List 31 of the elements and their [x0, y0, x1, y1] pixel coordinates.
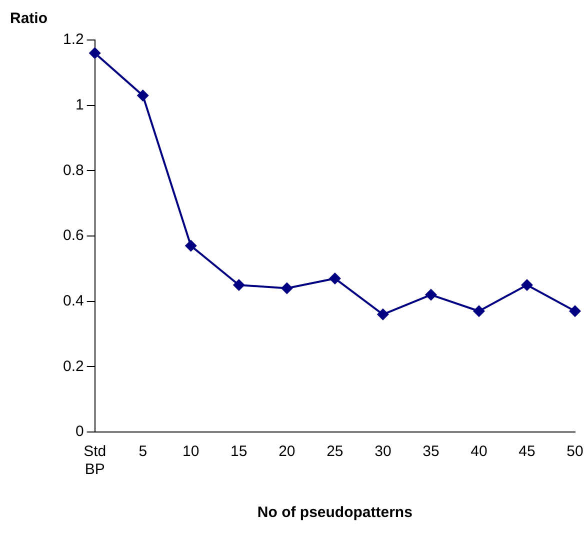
point — [328, 272, 341, 284]
x-axis-title: No of pseudopatterns — [257, 504, 412, 522]
y-tick-label: 1 — [76, 96, 84, 114]
y-tick-label: 0.8 — [62, 162, 84, 179]
x-tick-label: 15 — [230, 443, 248, 460]
point — [280, 282, 293, 294]
y-tick-label: 0 — [76, 423, 84, 440]
x-tick-label: 10 — [182, 443, 200, 460]
point — [472, 305, 485, 318]
x-tick-label: 40 — [470, 443, 488, 460]
point — [232, 279, 245, 291]
point — [136, 90, 149, 102]
x-tick-label: 50 — [566, 443, 584, 460]
point — [88, 47, 101, 60]
point — [184, 240, 197, 252]
y-axis-title: Ratio — [10, 10, 48, 27]
x-tick-label: 35 — [422, 443, 440, 460]
point — [376, 308, 389, 320]
x-tick-label: 25 — [326, 443, 344, 460]
x-tick-label: 30 — [374, 443, 392, 460]
x-tick-label: Std BP — [84, 443, 106, 478]
point — [520, 279, 533, 291]
x-tick-label: 45 — [518, 443, 536, 460]
x-tick-label: 20 — [278, 443, 296, 460]
x-tick-label: 5 — [138, 443, 148, 460]
y-tick-label: 0.2 — [62, 358, 84, 375]
point — [569, 305, 581, 318]
point — [424, 288, 437, 301]
y-tick-label: 1.2 — [62, 31, 84, 48]
y-tick-label: 0.4 — [62, 292, 84, 310]
y-tick-label: 0.6 — [62, 227, 84, 244]
